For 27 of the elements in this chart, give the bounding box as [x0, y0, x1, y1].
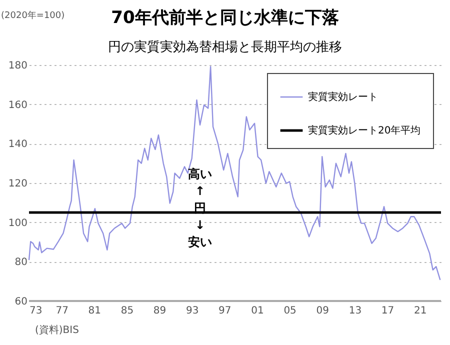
x-tick-label: 97 — [218, 306, 232, 316]
chart-title: 70年代前半と同じ水準に下落 — [111, 8, 339, 28]
y-tick-label: 80 — [14, 257, 28, 268]
legend-label: 実質実効レート — [308, 91, 378, 103]
chart-subtitle: 円の実質実効為替相場と長期平均の推移 — [108, 39, 342, 55]
x-tick-label: 85 — [120, 306, 134, 316]
x-tick-label: 13 — [348, 306, 362, 316]
y-tick-label: 120 — [8, 178, 28, 190]
y-tick-label: 100 — [8, 218, 28, 229]
y-tick-label: 160 — [8, 100, 28, 111]
x-tick-label: 81 — [88, 306, 102, 316]
y-tick-label: 60 — [14, 296, 28, 308]
y-tick-label: 180 — [8, 60, 28, 72]
x-tick-label: 17 — [381, 306, 394, 316]
x-tick-label: 77 — [56, 306, 68, 316]
legend-label: 実質実効レート20年平均 — [308, 124, 421, 136]
x-tick-label: 93 — [186, 306, 199, 316]
y-tick-label: 140 — [8, 139, 28, 150]
x-tick-label: 73 — [30, 306, 42, 316]
x-tick-label: 01 — [251, 306, 264, 316]
x-tick-label: 89 — [153, 306, 166, 316]
line-series — [28, 66, 441, 281]
text: (資料)BIS — [35, 324, 79, 336]
x-tick-label: 21 — [414, 306, 427, 316]
x-tick-label: 09 — [316, 306, 329, 316]
x-tick-label: 05 — [284, 306, 296, 316]
y-axis-title: (2020年=100) — [1, 10, 65, 21]
